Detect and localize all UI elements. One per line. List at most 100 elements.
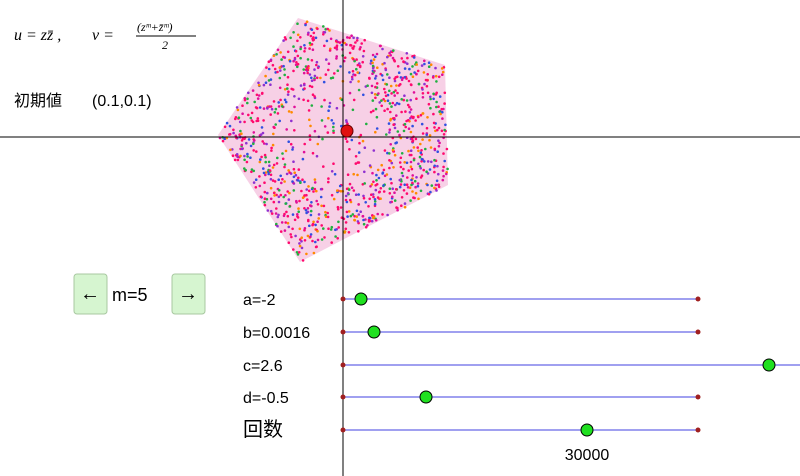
- cloud-dot: [328, 49, 332, 52]
- slider-label: a=-2: [243, 292, 276, 309]
- cloud-dot: [434, 74, 438, 78]
- cloud-dot: [441, 73, 444, 76]
- cloud-dot: [297, 97, 301, 101]
- cloud-dot: [374, 107, 378, 111]
- cloud-dot: [264, 171, 268, 174]
- cloud-dot: [327, 116, 330, 120]
- cloud-dot: [303, 44, 306, 47]
- cloud-dot: [355, 215, 359, 218]
- cloud-dot: [390, 105, 393, 108]
- cloud-dot: [275, 162, 279, 165]
- cloud-dot: [270, 107, 274, 111]
- cloud-dot: [325, 58, 328, 61]
- cloud-dot: [399, 83, 402, 86]
- cloud-dot: [354, 155, 358, 158]
- cloud-dot: [236, 108, 240, 112]
- cloud-dot: [411, 174, 415, 177]
- cloud-dot: [374, 188, 378, 192]
- cloud-dot: [437, 75, 441, 79]
- cloud-dot: [301, 259, 305, 262]
- cloud-dot: [333, 172, 337, 176]
- cloud-dot: [266, 107, 269, 110]
- cloud-dot: [314, 36, 318, 40]
- cloud-dot: [411, 140, 414, 143]
- cloud-dot: [383, 174, 387, 178]
- cloud-dot: [293, 58, 297, 61]
- cloud-dot: [429, 95, 432, 99]
- cloud-dot: [383, 61, 386, 65]
- cloud-dot: [290, 111, 293, 114]
- slider-knob[interactable]: [580, 423, 594, 437]
- cloud-dot: [303, 194, 306, 197]
- cloud-dot: [369, 59, 373, 63]
- slider-knob[interactable]: [354, 292, 368, 306]
- cloud-dot: [390, 161, 394, 165]
- cloud-dot: [303, 87, 306, 90]
- cloud-dot: [310, 104, 314, 107]
- cloud-dot: [302, 150, 306, 154]
- slider-knob[interactable]: [419, 390, 433, 404]
- cloud-dot: [426, 183, 429, 187]
- cloud-dot: [345, 187, 349, 191]
- cloud-dot: [267, 67, 271, 71]
- left-button[interactable]: [73, 273, 108, 315]
- cloud-dot: [276, 112, 280, 115]
- cloud-dot: [223, 137, 226, 141]
- cloud-dot: [436, 164, 439, 168]
- cloud-dot: [325, 39, 329, 43]
- slider-end: [695, 296, 701, 302]
- cloud-dot: [261, 131, 265, 135]
- cloud-dot: [249, 144, 253, 148]
- cloud-dot: [425, 170, 428, 173]
- initial-point[interactable]: [340, 124, 354, 138]
- cloud-dot: [405, 161, 409, 165]
- cloud-dot: [269, 113, 273, 116]
- cloud-dot: [261, 140, 265, 143]
- cloud-dot: [368, 216, 371, 220]
- cloud-dot: [288, 59, 292, 63]
- cloud-dot: [357, 193, 361, 196]
- cloud-dot: [378, 190, 382, 194]
- cloud-dot: [348, 182, 352, 186]
- cloud-dot: [396, 130, 400, 133]
- initial-label: 初期値: [14, 92, 62, 110]
- cloud-dot: [435, 100, 438, 104]
- cloud-dot: [421, 112, 425, 115]
- cloud-dot: [255, 119, 258, 123]
- cloud-dot: [275, 222, 278, 226]
- cloud-dot: [352, 36, 355, 40]
- cloud-dot: [372, 180, 375, 184]
- cloud-dot: [344, 221, 348, 224]
- right-button[interactable]: [171, 273, 206, 315]
- cloud-dot: [305, 188, 309, 191]
- cloud-dot: [415, 97, 418, 100]
- cloud-dot: [260, 155, 263, 159]
- cloud-dot: [427, 192, 431, 196]
- cloud-dot: [412, 146, 416, 149]
- cloud-dot: [368, 219, 372, 223]
- cloud-dot: [343, 230, 347, 233]
- cloud-dot: [296, 39, 299, 43]
- cloud-dot: [296, 179, 300, 182]
- formula-numerator: (zᵐ+z̄ᵐ): [137, 20, 172, 34]
- slider-knob[interactable]: [367, 325, 381, 339]
- cloud-dot: [330, 241, 334, 244]
- cloud-dot: [426, 160, 430, 163]
- cloud-dot: [399, 76, 403, 79]
- cloud-dot: [309, 235, 312, 238]
- cloud-dot: [429, 146, 433, 149]
- point-cloud: [218, 18, 449, 262]
- cloud-dot: [377, 92, 380, 95]
- cloud-dot: [310, 43, 314, 46]
- slider-knob[interactable]: [762, 358, 776, 372]
- cloud-dot: [406, 56, 409, 60]
- cloud-dot: [403, 161, 407, 164]
- cloud-dot: [225, 121, 229, 125]
- cloud-dot: [330, 170, 334, 173]
- cloud-dot: [255, 93, 259, 97]
- cloud-dot: [416, 182, 420, 185]
- cloud-dot: [419, 142, 422, 146]
- cloud-dot: [362, 196, 366, 200]
- sliders: a=-2 b=0.0016 c=2.6 d=-0.5 回数 30000: [243, 292, 800, 464]
- cloud-dot: [388, 128, 392, 131]
